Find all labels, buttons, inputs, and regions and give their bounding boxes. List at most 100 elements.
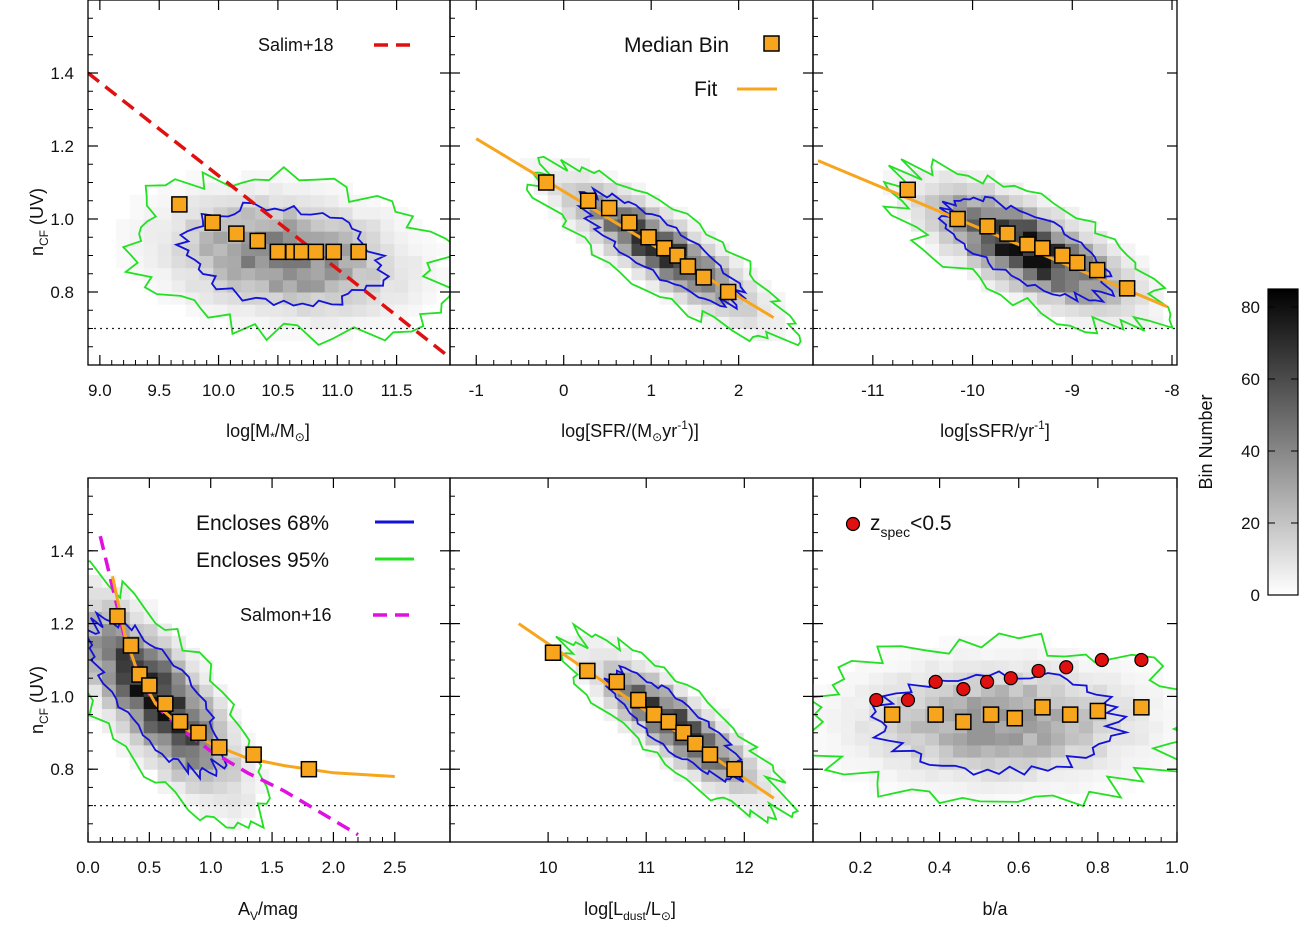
legend-enclose68-label: Encloses 68% — [196, 512, 329, 535]
histogram-cell — [1037, 647, 1052, 661]
histogram-cell — [338, 279, 354, 293]
histogram-cell — [199, 292, 214, 305]
histogram-cell — [911, 769, 926, 782]
histogram-cell — [394, 255, 409, 269]
histogram-cell — [673, 684, 688, 697]
histogram-cell — [981, 206, 996, 220]
histogram-cell — [143, 647, 159, 661]
histogram-cell — [995, 243, 1010, 256]
histogram-cell — [925, 732, 940, 746]
histogram-cell — [157, 732, 173, 746]
histogram-cell — [1051, 744, 1066, 758]
x-tick-label: 10 — [539, 858, 558, 877]
histogram-cell — [1079, 757, 1094, 770]
histogram-cell — [967, 781, 982, 794]
histogram-cell — [897, 708, 912, 722]
median-bin-marker — [171, 196, 188, 213]
histogram-cell — [631, 243, 646, 256]
histogram-cell — [855, 708, 870, 722]
histogram-cell — [88, 599, 103, 612]
histogram-cell — [855, 684, 870, 697]
histogram-cell — [310, 194, 326, 208]
histogram-cell — [380, 267, 395, 281]
histogram-cell — [1079, 781, 1094, 794]
x-axis-label-av: AV/mag — [238, 899, 298, 923]
histogram-cell — [1009, 684, 1024, 697]
zspec-point — [928, 674, 943, 689]
legend-enclose68: Encloses 68% — [196, 512, 414, 535]
histogram-cell — [729, 255, 744, 269]
histogram-cell — [408, 279, 423, 293]
histogram-cell — [115, 231, 131, 244]
histogram-cell — [213, 182, 228, 196]
histogram-cell — [743, 328, 758, 342]
histogram-cell — [1121, 660, 1136, 673]
contour-95-percent — [555, 621, 800, 825]
histogram-cell — [408, 255, 423, 269]
legend-enclose95-label: Encloses 95% — [196, 549, 329, 572]
histogram-cell — [241, 805, 256, 819]
median-bin-marker — [1034, 239, 1051, 257]
histogram-cell — [1121, 744, 1136, 758]
contour-95-percent — [813, 632, 1177, 808]
histogram-cell — [1009, 279, 1024, 293]
histogram-cell — [1079, 219, 1094, 232]
histogram-cell — [171, 647, 186, 661]
histogram-cell — [1149, 757, 1164, 770]
histogram-cell — [1023, 684, 1038, 697]
x-tick-label: 2.5 — [383, 858, 407, 877]
histogram-cell — [324, 267, 340, 281]
histogram-cell — [1009, 255, 1024, 269]
histogram-cell — [631, 194, 646, 208]
histogram-cell — [953, 781, 968, 794]
histogram-cell — [925, 744, 940, 758]
zspec-point — [1003, 671, 1018, 686]
x-tick-label: -1 — [469, 381, 484, 400]
histogram-cell — [1009, 206, 1024, 220]
histogram-cell — [981, 744, 996, 758]
histogram-cell — [925, 720, 940, 734]
histogram-cell — [255, 267, 270, 281]
histogram-cell — [1037, 744, 1052, 758]
legend-salim-label: Salim+18 — [258, 35, 334, 55]
histogram-cell — [1037, 292, 1052, 305]
median-bin-marker — [300, 760, 318, 778]
histogram-cell — [213, 793, 228, 807]
histogram-cell — [143, 708, 159, 722]
histogram-cell — [227, 267, 242, 281]
histogram-cell — [645, 267, 660, 281]
histogram-cell — [185, 304, 200, 317]
histogram-cell — [282, 292, 298, 305]
histogram-cell — [366, 255, 381, 269]
histogram-cell — [227, 194, 242, 208]
histogram-cell — [841, 744, 856, 758]
histogram-cell — [939, 732, 954, 746]
histogram-cell — [967, 267, 982, 281]
histogram-cell — [282, 316, 298, 329]
histogram-cell — [1093, 304, 1108, 317]
histogram-cell — [1107, 660, 1122, 673]
median-bin-marker — [293, 243, 310, 261]
histogram-cell — [1163, 708, 1177, 722]
histogram-cell — [995, 720, 1010, 734]
histogram-cell — [715, 708, 730, 722]
histogram-cell — [1065, 279, 1080, 293]
histogram-cell — [1107, 684, 1122, 697]
histogram-cell — [213, 708, 228, 722]
histogram-cell — [645, 684, 660, 697]
histogram-cell — [296, 316, 312, 329]
histogram-cell — [282, 231, 298, 244]
x-tick-label: 9.5 — [147, 381, 171, 400]
histogram-cell — [981, 720, 996, 734]
histogram-cell — [1079, 769, 1094, 782]
histogram-cell — [771, 793, 786, 807]
histogram-cell — [199, 781, 214, 794]
x-tick-label: 11.5 — [381, 381, 413, 400]
histogram-cell — [673, 231, 688, 244]
histogram-cell — [1135, 255, 1150, 269]
histogram-cell — [269, 328, 284, 342]
histogram-cell — [101, 623, 117, 637]
histogram-cell — [227, 279, 242, 293]
median-bin-marker — [600, 199, 618, 217]
histogram-cell — [199, 304, 214, 317]
